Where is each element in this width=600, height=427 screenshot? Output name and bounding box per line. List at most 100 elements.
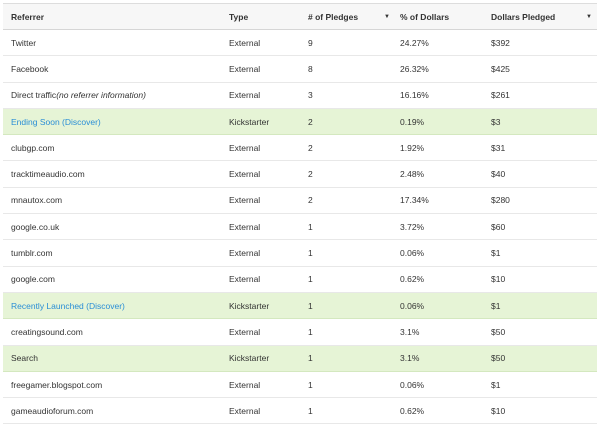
table-row: Facebook External 8 26.32% $425	[3, 56, 597, 83]
referrer-cell: tumblr.com	[11, 240, 53, 265]
pct-dollars-cell: 0.62%	[400, 274, 425, 285]
table-row: freegamer.blogspot.com External 1 0.06% $1	[3, 372, 597, 399]
header-pledges[interactable]: # of Pledges	[308, 11, 359, 22]
pledges-cell: 1	[308, 353, 313, 364]
referrer-name: google.co.uk	[11, 221, 60, 232]
pct-dollars-cell: 0.19%	[400, 116, 425, 127]
dollars-pledged-cell: $280	[491, 195, 510, 206]
referrer-name: creatingsound.com	[11, 326, 83, 337]
referrer-cell[interactable]: Ending Soon (Discover)	[11, 109, 101, 134]
pct-dollars-cell: 26.32%	[400, 63, 429, 74]
referrer-name: google.com	[11, 274, 55, 285]
referrer-name: gameaudioforum.com	[11, 405, 94, 416]
pledges-cell: 1	[308, 379, 313, 390]
pledges-cell: 1	[308, 221, 313, 232]
type-cell: External	[229, 195, 261, 206]
table-row: Ending Soon (Discover) Kickstarter 2 0.19% $…	[3, 108, 597, 136]
referrer-name: Search	[11, 353, 38, 364]
dollars-pledged-cell: $50	[491, 326, 506, 337]
dollars-pledged-cell: $425	[491, 63, 510, 74]
referrer-cell: Twitter	[11, 30, 36, 55]
pct-dollars-cell: 3.1%	[400, 353, 420, 364]
referrer-cell: google.co.uk	[11, 214, 59, 239]
table-row: google.com External 1 0.62% $10	[3, 267, 597, 293]
pledges-cell: 1	[308, 248, 313, 259]
type-cell: External	[229, 142, 261, 153]
pct-dollars-cell: 3.72%	[400, 221, 425, 232]
referrer-cell: mnautox.com	[11, 188, 62, 213]
pledges-cell: 2	[308, 142, 313, 153]
referrer-table: Referrer Type # of Pledges ▼ % of Dollar…	[3, 3, 597, 425]
pct-dollars-cell: 17.34%	[400, 195, 429, 206]
type-cell: External	[229, 63, 261, 74]
referrer-name: freegamer.blogspot.com	[11, 379, 103, 390]
referrer-name: mnautox.com	[11, 195, 63, 206]
pledges-cell: 1	[308, 274, 313, 285]
referrer-note: (no referrer information)	[56, 90, 146, 101]
pledges-cell: 2	[308, 116, 313, 127]
referrer-cell: clubgp.com	[11, 135, 54, 160]
table-row: google.co.uk External 1 3.72% $60	[3, 214, 597, 241]
caret-down-icon[interactable]: ▼	[586, 13, 592, 20]
header-referrer[interactable]: Referrer	[11, 11, 45, 22]
table-row: tracktimeaudio.com External 2 2.48% $40	[3, 161, 597, 188]
referrer-cell: tracktimeaudio.com	[11, 161, 85, 186]
dollars-pledged-cell: $1	[491, 379, 501, 390]
pledges-cell: 9	[308, 37, 313, 48]
pct-dollars-cell: 24.27%	[400, 37, 429, 48]
type-cell: External	[229, 37, 261, 48]
type-cell: Kickstarter	[229, 353, 270, 364]
type-cell: External	[229, 221, 261, 232]
header-dollars-pledged[interactable]: Dollars Pledged	[491, 11, 556, 22]
type-cell: External	[229, 274, 261, 285]
table-row: gameaudioforum.com External 1 0.62% $10	[3, 398, 597, 425]
dollars-pledged-cell: $10	[491, 274, 506, 285]
referrer-link[interactable]: Recently Launched (Discover)	[11, 300, 125, 311]
table-row: Recently Launched (Discover) Kickstarter 1…	[3, 292, 597, 320]
table-row: tumblr.com External 1 0.06% $1	[3, 240, 597, 267]
dollars-pledged-cell: $1	[491, 248, 501, 259]
pct-dollars-cell: 0.62%	[400, 405, 425, 416]
referrer-cell: gameaudioforum.com	[11, 398, 93, 423]
table-row: Twitter External 9 24.27% $392	[3, 30, 597, 57]
referrer-cell: google.com	[11, 267, 55, 292]
type-cell: External	[229, 379, 261, 390]
dollars-pledged-cell: $10	[491, 405, 506, 416]
table-row: mnautox.com External 2 17.34% $280	[3, 188, 597, 215]
dollars-pledged-cell: $60	[491, 221, 506, 232]
table-body: Twitter External 9 24.27% $392 Facebook Extern…	[3, 30, 597, 425]
table-row: clubgp.com External 2 1.92% $31	[3, 135, 597, 162]
type-cell: External	[229, 248, 261, 259]
referrer-cell[interactable]: Recently Launched (Discover)	[11, 293, 125, 318]
pledges-cell: 1	[308, 405, 313, 416]
pledges-cell: 3	[308, 90, 313, 101]
dollars-pledged-cell: $50	[491, 353, 506, 364]
referrer-name: Facebook	[11, 63, 49, 74]
pledges-cell: 1	[308, 326, 313, 337]
header-type[interactable]: Type	[229, 11, 249, 22]
type-cell: Kickstarter	[229, 116, 270, 127]
referrer-cell: Direct traffic (no referrer information)	[11, 83, 146, 108]
pledges-cell: 2	[308, 195, 313, 206]
caret-down-icon[interactable]: ▼	[384, 13, 390, 20]
pledges-cell: 2	[308, 169, 313, 180]
referrer-link[interactable]: Ending Soon (Discover)	[11, 116, 101, 127]
referrer-cell: Facebook	[11, 56, 48, 81]
table-header: Referrer Type # of Pledges ▼ % of Dollar…	[3, 3, 597, 30]
referrer-name: tumblr.com	[11, 248, 53, 259]
pct-dollars-cell: 2.48%	[400, 169, 425, 180]
dollars-pledged-cell: $1	[491, 300, 501, 311]
referrer-name: Direct traffic	[11, 90, 57, 101]
referrer-cell: Search	[11, 346, 38, 371]
type-cell: External	[229, 405, 261, 416]
header-pct-dollars[interactable]: % of Dollars	[400, 11, 450, 22]
dollars-pledged-cell: $392	[491, 37, 510, 48]
pct-dollars-cell: 0.06%	[400, 248, 425, 259]
referrer-cell: creatingsound.com	[11, 319, 83, 344]
dollars-pledged-cell: $31	[491, 142, 506, 153]
type-cell: External	[229, 326, 261, 337]
pledges-cell: 1	[308, 300, 313, 311]
pledges-cell: 8	[308, 63, 313, 74]
referrer-name: Twitter	[11, 37, 37, 48]
referrer-name: clubgp.com	[11, 142, 55, 153]
